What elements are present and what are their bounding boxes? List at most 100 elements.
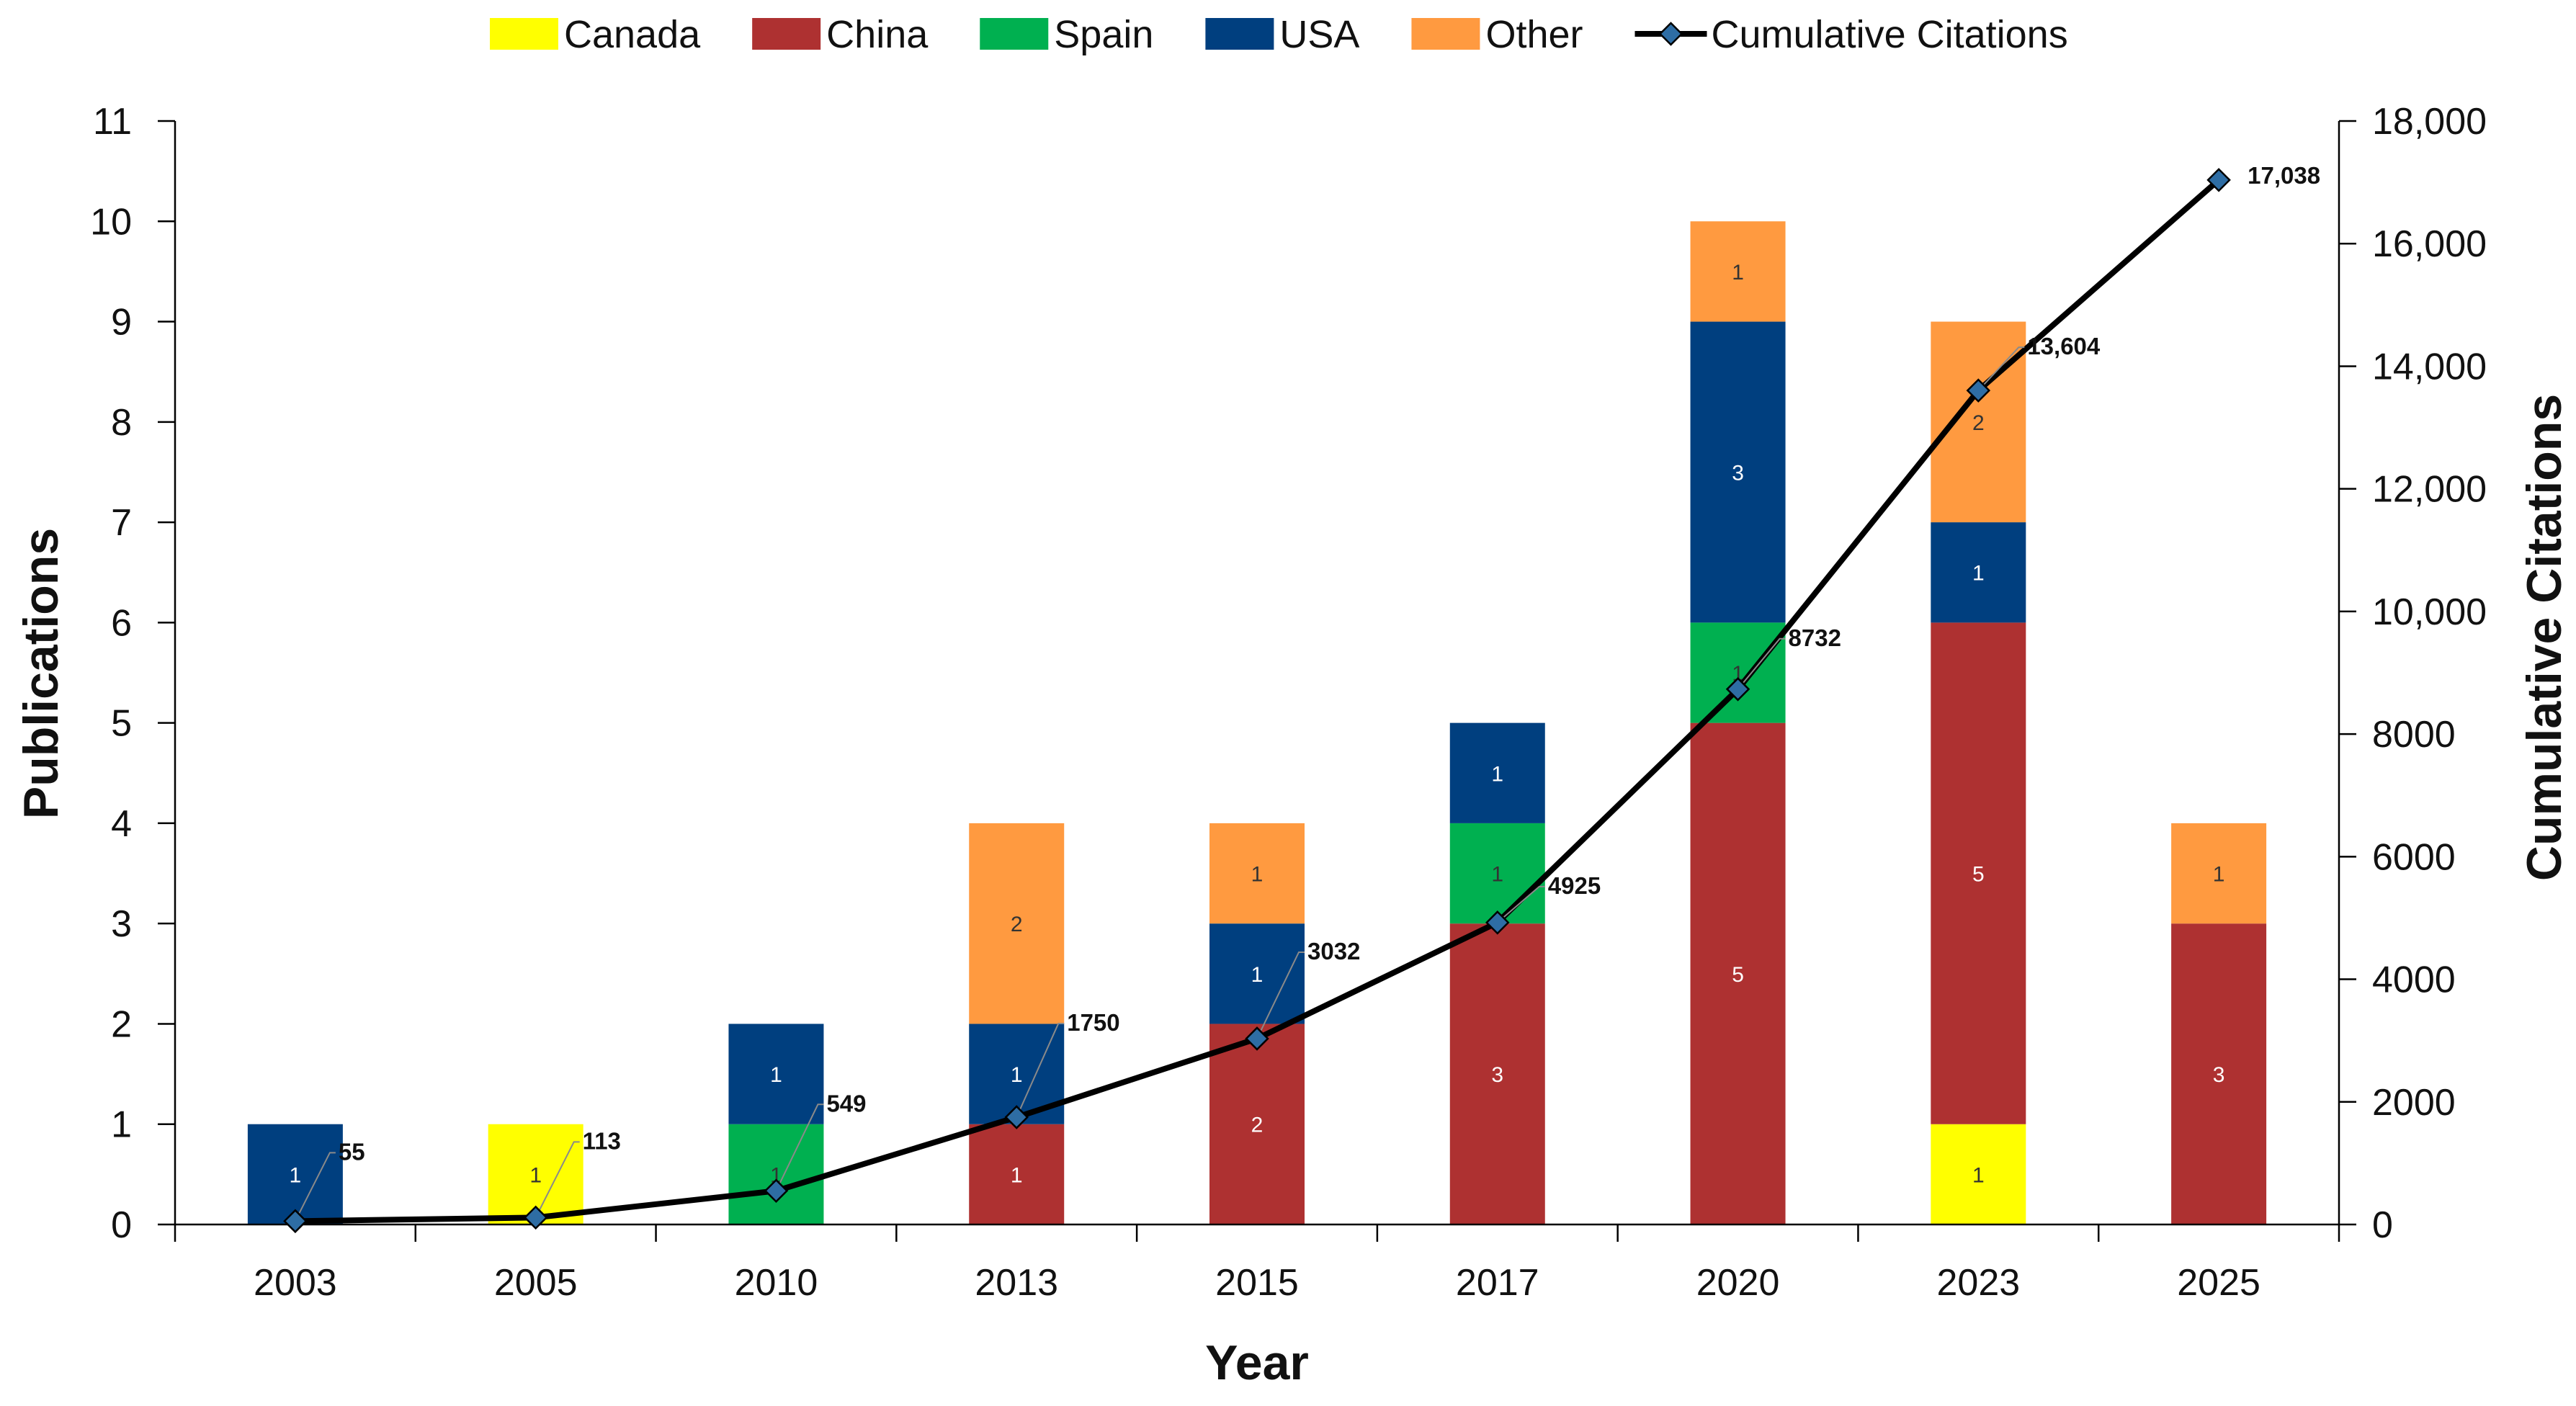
bar-label: 3 [1732, 461, 1744, 485]
citation-leader [1016, 1023, 1065, 1118]
citation-label: 55 [339, 1138, 365, 1165]
citation-leader [1497, 885, 1545, 923]
citation-leader [294, 1152, 336, 1222]
bar-usa-2003 [247, 1124, 343, 1224]
bar-label: 3 [2213, 1063, 2225, 1087]
x-tick-label: 2023 [1936, 1262, 2020, 1304]
citation-label: 4925 [1548, 872, 1601, 899]
axes: 012345678910110200040006000800010,00012,… [90, 101, 2487, 1304]
legend-label-spain: Spain [1054, 13, 1153, 56]
x-tick-label: 2020 [1696, 1262, 1780, 1304]
bar-label: 5 [1972, 863, 1985, 887]
bar-usa-2020 [1690, 321, 1786, 623]
legend-label-other: Other [1485, 13, 1583, 56]
citation-point [1245, 1026, 1269, 1051]
y2-tick-label: 18,000 [2372, 101, 2487, 143]
bar-label: 1 [1491, 863, 1503, 887]
legend-label-canada: Canada [564, 13, 701, 56]
legend-swatch-canada [490, 18, 558, 50]
y-axis-title: Publications [14, 528, 68, 819]
bar-spain-2010 [728, 1124, 824, 1224]
legend-label-citations: Cumulative Citations [1712, 13, 2068, 56]
y2-tick-label: 12,000 [2372, 469, 2487, 511]
citation-label: 13,604 [2027, 333, 2101, 359]
citation-leader [535, 1141, 580, 1218]
x-axis-title: Year [1205, 1335, 1309, 1390]
y-tick-label: 6 [111, 602, 132, 644]
bar-label: 1 [1251, 863, 1264, 887]
citation-point [1004, 1105, 1029, 1129]
y2-tick-label: 0 [2372, 1204, 2393, 1246]
legend-swatch-china [752, 18, 821, 50]
bar-china-2020 [1690, 722, 1786, 1224]
legend: Canada China Spain USA Other Cumulative Citat… [490, 13, 2068, 56]
bar-label: 2 [1251, 1114, 1264, 1137]
citation-point [2206, 168, 2231, 192]
x-tick-label: 2015 [1215, 1262, 1299, 1304]
citation-label: 17,038 [2248, 162, 2320, 189]
bar-canada-2023 [1931, 1124, 2026, 1224]
citation-point [764, 1178, 789, 1204]
bar-label: 1 [1251, 963, 1264, 987]
y2-tick-label: 4000 [2372, 959, 2456, 1001]
legend-label-china: China [826, 13, 929, 56]
citation-point [1485, 910, 1510, 935]
bar-label: 2 [1972, 411, 1985, 435]
y-tick-label: 7 [111, 502, 132, 544]
x-tick-label: 2003 [254, 1262, 337, 1304]
bar-other-2013 [969, 823, 1065, 1024]
citation-label: 3032 [1307, 938, 1360, 964]
citation-leader [1737, 637, 1786, 690]
y2-tick-label: 6000 [2372, 836, 2456, 878]
y-tick-label: 8 [111, 402, 132, 444]
y2-tick-label: 2000 [2372, 1082, 2456, 1124]
y2-tick-label: 8000 [2372, 714, 2456, 756]
citation-point [283, 1209, 308, 1234]
citation-point [1725, 677, 1750, 702]
x-tick-label: 2010 [735, 1262, 818, 1304]
bar-label: 1 [290, 1163, 302, 1187]
citation-leader [1977, 346, 2025, 391]
x-tick-label: 2017 [1456, 1262, 1539, 1304]
citation-leader [1256, 951, 1305, 1039]
citation-point [523, 1205, 548, 1230]
bar-label: 1 [1011, 1063, 1023, 1087]
bar-china-2015 [1209, 1024, 1305, 1224]
y2-tick-label: 10,000 [2372, 591, 2487, 633]
bar-label: 1 [1732, 662, 1744, 686]
bar-china-2017 [1449, 923, 1545, 1224]
bar-label: 1 [1732, 261, 1744, 285]
citation-leader [775, 1103, 824, 1191]
citation-label: 113 [583, 1127, 621, 1154]
bar-label: 1 [1972, 1163, 1985, 1187]
bar-usa-2017 [1449, 722, 1545, 823]
x-tick-label: 2005 [494, 1262, 578, 1304]
citation-point [1966, 378, 1991, 403]
bar-spain-2017 [1449, 823, 1545, 924]
y-tick-label: 9 [111, 302, 132, 344]
bar-other-2025 [2171, 823, 2267, 924]
bar-usa-2023 [1931, 522, 2026, 623]
citation-label: 8732 [1789, 624, 1841, 651]
x-tick-label: 2013 [975, 1262, 1058, 1304]
legend-marker-citations [1658, 22, 1683, 46]
bar-other-2020 [1690, 221, 1786, 322]
bar-label: 3 [1491, 1063, 1503, 1087]
y-tick-label: 5 [111, 703, 132, 745]
y-tick-label: 2 [111, 1003, 132, 1045]
bar-label: 5 [1732, 963, 1744, 987]
x-tick-label: 2025 [2177, 1262, 2260, 1304]
bar-label: 1 [1972, 562, 1985, 586]
legend-swatch-spain [980, 18, 1049, 50]
y2-axis-title: Cumulative Citations [2517, 394, 2572, 881]
bar-label: 1 [770, 1063, 782, 1087]
y-tick-label: 4 [111, 803, 132, 845]
y2-tick-label: 16,000 [2372, 223, 2487, 265]
bar-label: 1 [1011, 1163, 1023, 1187]
bar-label: 1 [1491, 762, 1503, 786]
y-tick-label: 0 [111, 1204, 132, 1246]
bar-spain-2020 [1690, 622, 1786, 723]
